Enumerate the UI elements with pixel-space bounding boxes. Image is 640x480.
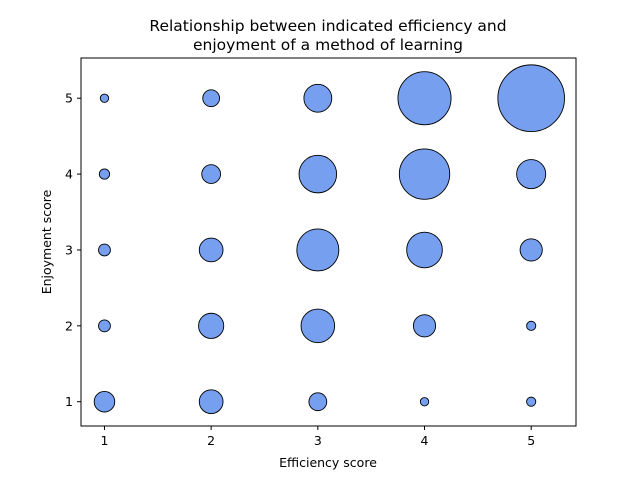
- data-point-19: [397, 71, 452, 126]
- data-point-8: [201, 164, 221, 184]
- x-axis-ticks: 1 2 3 4 5: [100, 426, 535, 448]
- data-point-10: [308, 392, 328, 412]
- y-axis-label: Enjoyment score: [39, 189, 54, 294]
- data-point-13: [298, 154, 338, 194]
- data-point-18: [398, 148, 451, 200]
- data-point-2: [98, 243, 111, 257]
- data-point-11: [300, 308, 336, 344]
- data-point-14: [303, 83, 333, 113]
- data-point-12: [296, 228, 340, 272]
- data-point-15: [419, 397, 430, 407]
- y-axis-ticks: 1 2 3 4 5: [65, 91, 81, 409]
- data-point-23: [516, 159, 547, 190]
- data-point-17: [406, 231, 443, 269]
- data-point-3: [98, 168, 111, 180]
- y-tick-label-3: 4: [65, 167, 73, 182]
- data-point-0: [93, 390, 116, 413]
- plot-area-frame: [80, 57, 577, 427]
- data-point-9: [202, 89, 221, 108]
- x-tick-label-0: 1: [100, 433, 108, 448]
- chart-title-line-1: Relationship between indicated efficienc…: [149, 17, 506, 35]
- data-point-6: [198, 312, 225, 339]
- data-point-24: [497, 64, 565, 133]
- data-point-4: [99, 93, 110, 103]
- data-point-22: [519, 238, 543, 262]
- data-point-7: [198, 237, 224, 263]
- y-tick-label-4: 5: [65, 91, 73, 106]
- data-point-20: [526, 396, 537, 407]
- x-tick-label-2: 3: [314, 433, 322, 448]
- y-tick-label-1: 2: [65, 318, 73, 333]
- x-axis-label: Efficiency score: [279, 455, 377, 470]
- x-tick-label-3: 4: [421, 433, 429, 448]
- data-point-5: [198, 389, 224, 415]
- y-tick-label-0: 1: [65, 394, 73, 409]
- x-tick-label-4: 5: [527, 433, 535, 448]
- data-points: [93, 64, 565, 415]
- x-tick-label-1: 2: [207, 433, 215, 448]
- chart-title-line-2: enjoyment of a method of learning: [193, 36, 463, 54]
- data-point-21: [526, 320, 537, 331]
- y-tick-label-2: 3: [65, 242, 73, 257]
- data-point-16: [412, 314, 437, 338]
- data-point-1: [98, 319, 111, 333]
